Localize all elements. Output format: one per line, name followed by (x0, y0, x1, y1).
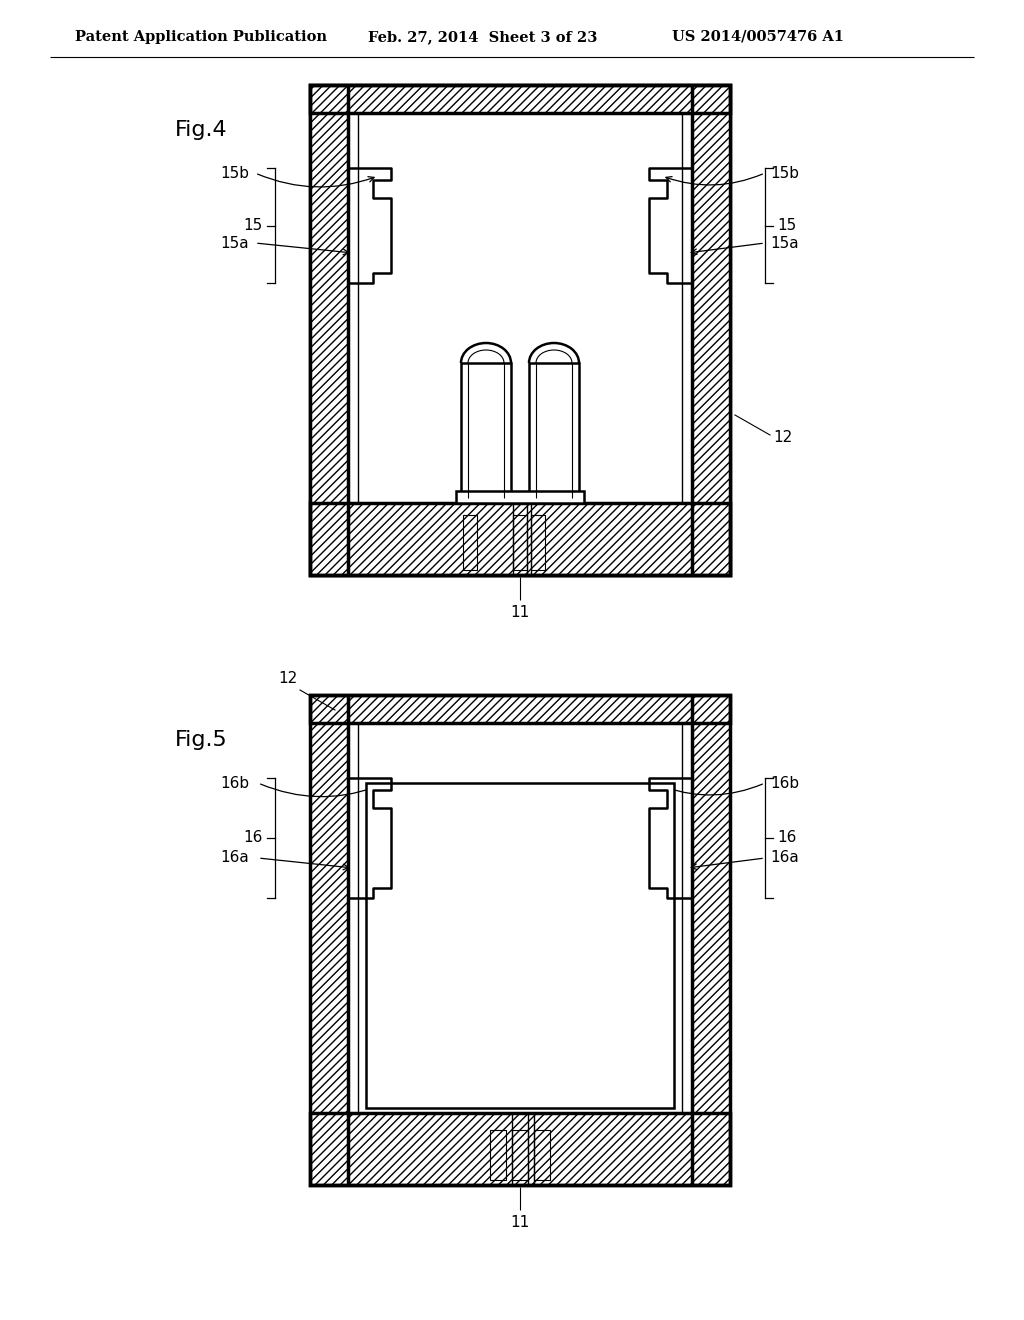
Text: 15: 15 (777, 218, 797, 234)
Text: 16a: 16a (770, 850, 799, 866)
Bar (310, 696, 348, 1185)
Bar (692, 84, 730, 576)
Bar (310, 503, 730, 576)
Bar (310, 84, 730, 576)
Text: 16b: 16b (220, 776, 249, 791)
Bar (490, 1130, 506, 1180)
Bar (310, 1113, 730, 1185)
Text: Feb. 27, 2014  Sheet 3 of 23: Feb. 27, 2014 Sheet 3 of 23 (368, 30, 597, 44)
Bar (310, 84, 730, 576)
Bar (310, 696, 730, 723)
Bar (692, 696, 730, 1185)
Text: Patent Application Publication: Patent Application Publication (75, 30, 327, 44)
Text: 15: 15 (244, 218, 263, 234)
Bar (310, 84, 730, 114)
Text: Fig.4: Fig.4 (175, 120, 227, 140)
Bar (529, 363, 579, 498)
Text: 15b: 15b (770, 165, 799, 181)
Bar (366, 783, 674, 1107)
Text: Fig.5: Fig.5 (175, 730, 227, 750)
Bar (461, 363, 511, 498)
Bar (310, 1113, 730, 1185)
Text: 15a: 15a (770, 235, 799, 251)
Bar (512, 1130, 528, 1180)
Text: 15b: 15b (220, 165, 249, 181)
Text: 11: 11 (510, 1214, 529, 1230)
Bar (534, 1130, 550, 1180)
Text: 11: 11 (510, 605, 529, 620)
Bar (310, 696, 730, 1185)
Bar (310, 503, 730, 576)
Text: 16b: 16b (770, 776, 799, 791)
Text: 16: 16 (777, 830, 797, 846)
Text: 12: 12 (279, 671, 298, 686)
Text: 16: 16 (244, 830, 263, 846)
Bar (310, 84, 348, 576)
Bar (310, 696, 730, 723)
Bar (531, 515, 545, 570)
Text: 15a: 15a (220, 235, 249, 251)
Text: US 2014/0057476 A1: US 2014/0057476 A1 (672, 30, 844, 44)
Bar (310, 84, 730, 114)
Bar (456, 491, 584, 503)
Bar (463, 515, 477, 570)
Text: 12: 12 (773, 429, 793, 445)
Bar (513, 515, 527, 570)
Text: 16a: 16a (220, 850, 249, 866)
